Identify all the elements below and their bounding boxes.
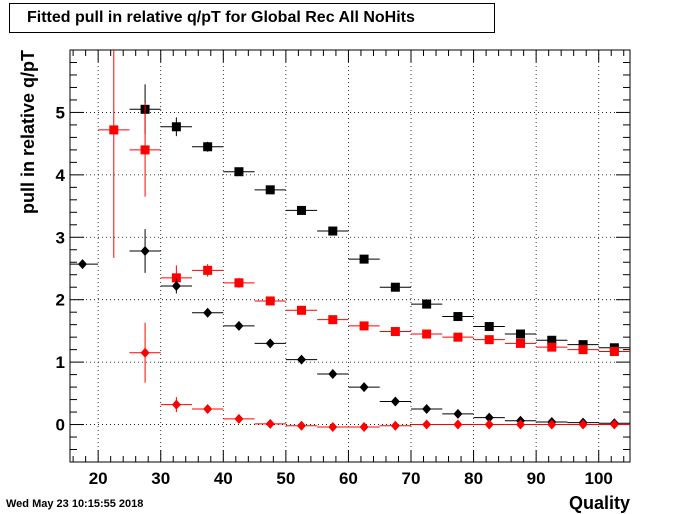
x-tick-label: 20 xyxy=(89,469,108,488)
data-point-diamond xyxy=(265,418,275,429)
data-point-square xyxy=(484,322,494,332)
data-point-diamond xyxy=(578,419,588,430)
data-point-square xyxy=(140,145,150,155)
data-point-square xyxy=(265,185,275,195)
data-point-diamond xyxy=(547,419,557,430)
data-point-diamond xyxy=(171,399,181,410)
data-point-square xyxy=(265,296,275,306)
data-point-diamond xyxy=(171,280,181,291)
data-point-square xyxy=(203,142,213,152)
data-point-square xyxy=(578,345,588,355)
x-tick-label: 40 xyxy=(214,469,233,488)
data-point-diamond xyxy=(484,419,494,430)
data-point-square xyxy=(609,347,619,357)
data-point-diamond xyxy=(453,419,463,430)
data-point-square xyxy=(516,329,526,339)
data-point-diamond xyxy=(234,413,244,424)
y-tick-label: 4 xyxy=(56,166,66,185)
data-point-square xyxy=(453,312,463,322)
series-1 xyxy=(98,50,630,357)
data-point-diamond xyxy=(78,259,88,270)
x-tick-label: 80 xyxy=(464,469,483,488)
data-point-diamond xyxy=(297,420,307,431)
chart-title: Fitted pull in relative q/pT for Global … xyxy=(27,9,415,26)
data-point-diamond xyxy=(203,403,213,414)
data-point-square xyxy=(171,273,181,283)
data-point-diamond xyxy=(453,408,463,419)
data-point-diamond xyxy=(422,419,432,430)
data-point-square xyxy=(328,226,338,236)
data-point-square xyxy=(484,335,494,345)
data-point-diamond xyxy=(328,422,338,433)
data-point-diamond xyxy=(203,307,213,318)
timestamp: Wed May 23 10:15:55 2018 xyxy=(6,498,144,510)
data-point-square xyxy=(109,125,119,135)
data-point-square xyxy=(359,321,369,331)
data-point-diamond xyxy=(140,246,150,257)
data-point-square xyxy=(234,278,244,288)
y-tick-label: 2 xyxy=(56,291,65,310)
data-point-diamond xyxy=(484,412,494,423)
x-axis-label: Quality xyxy=(569,493,630,513)
data-point-diamond xyxy=(359,382,369,393)
data-point-square xyxy=(390,327,400,337)
y-tick-label: 5 xyxy=(56,103,65,122)
data-point-square xyxy=(453,332,463,342)
data-point-square xyxy=(297,305,307,315)
data-point-diamond xyxy=(422,403,432,414)
x-tick-label: 90 xyxy=(527,469,546,488)
x-tick-label: 70 xyxy=(402,469,421,488)
series-3 xyxy=(129,322,630,433)
y-tick-label: 3 xyxy=(56,228,65,247)
data-point-diamond xyxy=(140,347,150,358)
data-point-square xyxy=(578,340,588,350)
data-point-square xyxy=(234,167,244,177)
y-tick-label: 1 xyxy=(56,353,65,372)
data-point-diamond xyxy=(297,354,307,365)
data-point-diamond xyxy=(516,419,526,430)
data-point-diamond xyxy=(234,320,244,331)
x-tick-label: 50 xyxy=(276,469,295,488)
y-axis-label: pull in relative q/pT xyxy=(18,50,38,214)
data-point-diamond xyxy=(359,422,369,433)
data-point-square xyxy=(390,282,400,292)
data-point-square xyxy=(547,335,557,345)
data-point-diamond xyxy=(390,420,400,431)
data-point-square xyxy=(547,342,557,352)
data-point-square xyxy=(297,205,307,215)
data-point-square xyxy=(422,329,432,339)
data-point-square xyxy=(516,338,526,348)
plot-frame xyxy=(69,49,631,463)
y-tick-label: 0 xyxy=(56,416,65,435)
x-tick-label: 30 xyxy=(151,469,170,488)
data-point-square xyxy=(328,315,338,325)
x-tick-label: 60 xyxy=(339,469,358,488)
data-point-diamond xyxy=(328,368,338,379)
data-point-diamond xyxy=(265,338,275,349)
chart-title-box: Fitted pull in relative q/pT for Global … xyxy=(9,3,495,33)
x-tick-label: 100 xyxy=(585,469,613,488)
data-point-square xyxy=(171,122,181,132)
data-point-square xyxy=(359,254,369,264)
data-point-diamond xyxy=(390,396,400,407)
data-point-square xyxy=(203,265,213,275)
data-point-square xyxy=(422,299,432,309)
data-point-diamond xyxy=(609,419,619,430)
